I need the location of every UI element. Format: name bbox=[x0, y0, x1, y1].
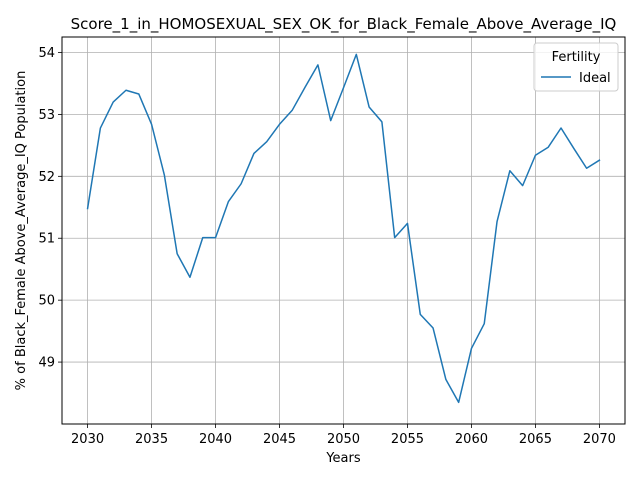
x-tick-label: 2055 bbox=[391, 432, 424, 447]
series-line-ideal bbox=[86, 53, 601, 404]
y-axis-label: % of Black_Female Above_Average_IQ Popul… bbox=[14, 71, 29, 391]
grid-lines bbox=[62, 37, 625, 424]
x-tick-label: 2040 bbox=[199, 432, 232, 447]
x-tick-label: 2030 bbox=[71, 432, 104, 447]
y-tick-label: 49 bbox=[38, 356, 55, 371]
x-tick-label: 2060 bbox=[455, 432, 488, 447]
x-tick-label: 2065 bbox=[519, 432, 552, 447]
y-tick-label: 52 bbox=[38, 170, 55, 185]
legend-box bbox=[533, 42, 619, 92]
x-tick-label: 2035 bbox=[135, 432, 168, 447]
y-axis-ticks: 49 50 51 52 53 54 bbox=[38, 46, 62, 371]
legend-label-ideal: Ideal bbox=[579, 71, 611, 86]
x-axis-ticks: 2030 2035 2040 2045 2050 2055 2060 2065 2070 bbox=[71, 424, 616, 447]
x-tick-label: 2045 bbox=[263, 432, 296, 447]
legend-title: Fertility bbox=[552, 50, 601, 65]
legend: Fertility Ideal bbox=[533, 42, 619, 92]
x-tick-label: 2050 bbox=[327, 432, 360, 447]
y-tick-label: 51 bbox=[38, 232, 55, 247]
chart-title: Score_1_in_HOMOSEXUAL_SEX_OK_for_Black_F… bbox=[71, 15, 617, 34]
y-tick-label: 53 bbox=[38, 108, 55, 123]
x-axis-label: Years bbox=[325, 451, 361, 466]
x-tick-label: 2070 bbox=[583, 432, 616, 447]
y-tick-label: 54 bbox=[38, 46, 55, 61]
series-layer bbox=[86, 53, 601, 404]
y-tick-label: 50 bbox=[38, 294, 55, 309]
